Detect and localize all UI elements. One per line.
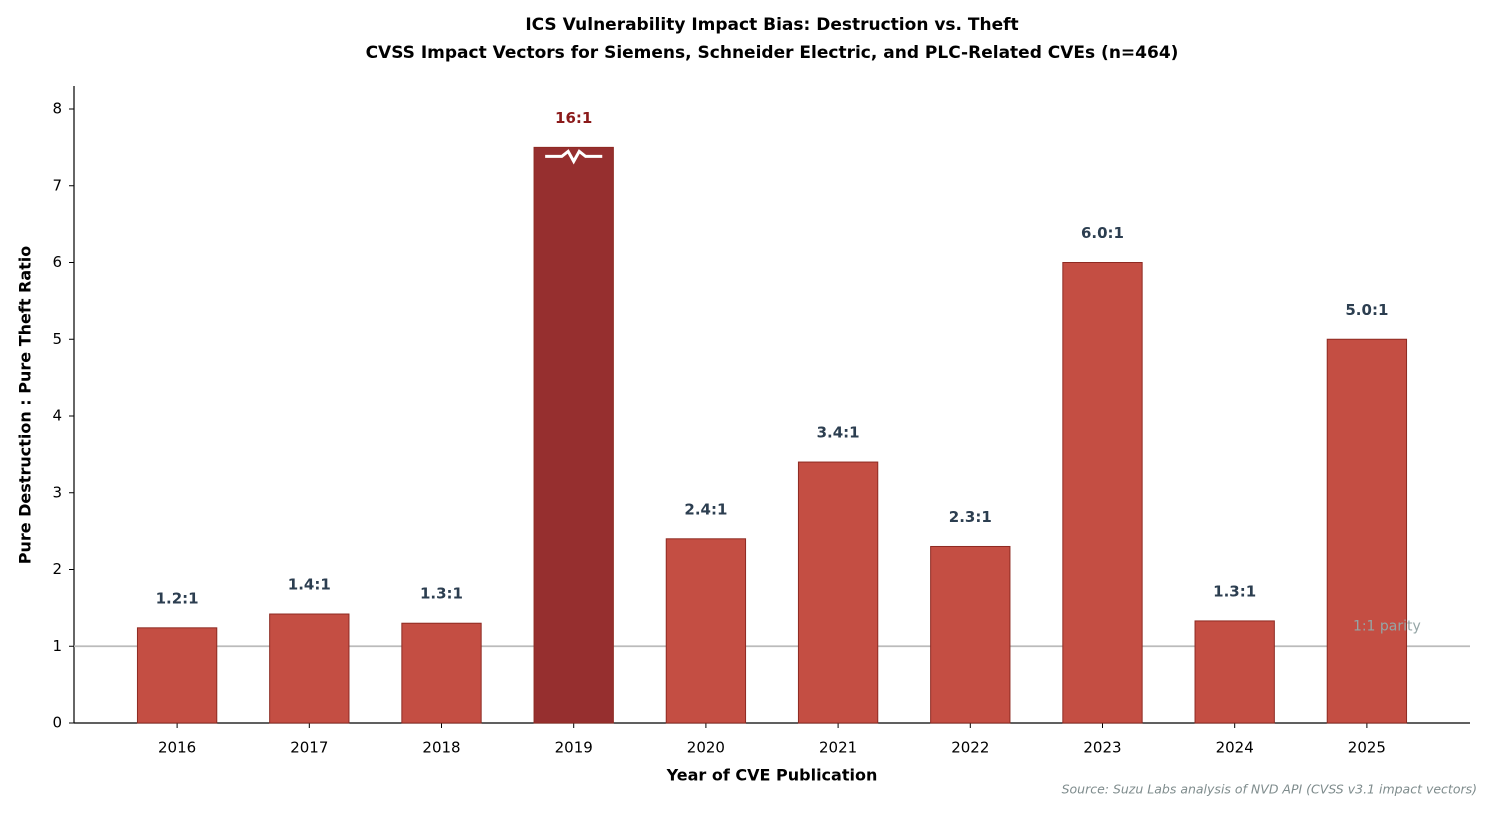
y-axis-label: Pure Destruction : Pure Theft Ratio <box>16 246 35 565</box>
x-tick-label: 2017 <box>290 739 328 757</box>
x-tick-label: 2021 <box>819 739 857 757</box>
y-tick-label: 2 <box>52 560 62 578</box>
y-tick-label: 6 <box>52 253 62 271</box>
value-label: 1.3:1 <box>420 585 463 603</box>
value-label: 2.3:1 <box>949 508 992 526</box>
x-tick-label: 2023 <box>1083 739 1121 757</box>
bar <box>1194 620 1275 724</box>
x-tick-label: 2018 <box>422 739 460 757</box>
y-tick-label: 7 <box>52 176 62 194</box>
x-axis-label: Year of CVE Publication <box>666 766 878 785</box>
value-label: 16:1 <box>555 109 592 127</box>
source-note: Source: Suzu Labs analysis of NVD API (C… <box>1062 782 1477 797</box>
value-label: 1.2:1 <box>156 589 199 607</box>
x-tick-label: 2022 <box>951 739 989 757</box>
y-tick-label: 3 <box>52 483 62 501</box>
bar <box>269 613 350 724</box>
bar <box>665 538 747 724</box>
reference-label: 1:1 parity <box>1353 618 1421 634</box>
axis-break-mark <box>545 149 603 165</box>
bar <box>1326 338 1408 724</box>
y-tick-label: 1 <box>52 637 62 655</box>
y-tick-label: 4 <box>52 407 62 425</box>
bar <box>533 146 614 724</box>
y-tick-label: 8 <box>52 100 62 118</box>
x-tick-label: 2024 <box>1216 739 1254 757</box>
y-tick-label: 0 <box>52 714 62 732</box>
bar <box>1062 262 1143 724</box>
x-tick-label: 2020 <box>687 739 725 757</box>
chart-title: ICS Vulnerability Impact Bias: Destructi… <box>525 15 1018 35</box>
value-label: 2.4:1 <box>684 500 727 518</box>
x-tick-label: 2019 <box>555 739 593 757</box>
bar <box>136 627 218 724</box>
value-label: 3.4:1 <box>817 424 860 442</box>
value-label: 5.0:1 <box>1345 301 1388 319</box>
value-label: 1.4:1 <box>288 576 331 594</box>
bar <box>930 545 1011 724</box>
x-tick-label: 2025 <box>1348 739 1386 757</box>
chart-subtitle: CVSS Impact Vectors for Siemens, Schneid… <box>366 43 1179 63</box>
x-tick-label: 2016 <box>158 739 196 757</box>
value-label: 6.0:1 <box>1081 224 1124 242</box>
y-tick-label: 5 <box>52 330 62 348</box>
value-label: 1.3:1 <box>1213 582 1256 600</box>
bar <box>797 461 879 724</box>
bar <box>401 622 482 724</box>
